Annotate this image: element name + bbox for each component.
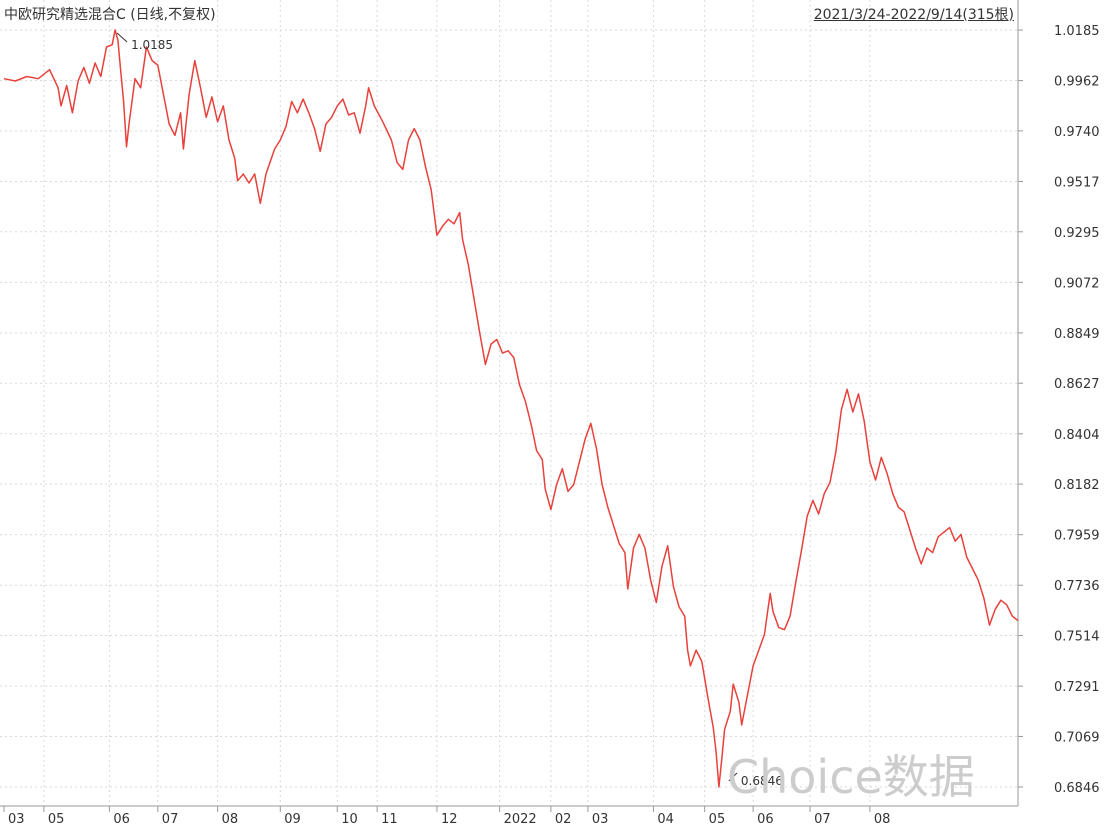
y-tick-label: 0.6846 [1054, 781, 1100, 796]
nav-series-line [3, 29, 1019, 788]
y-tick-label: 1.0185 [1054, 24, 1100, 39]
y-tick-label: 0.9740 [1054, 125, 1100, 140]
x-tick-label: 06 [757, 812, 774, 827]
y-tick-label: 0.9962 [1054, 75, 1100, 90]
choice-watermark: Choice数据 [727, 750, 975, 804]
x-tick-label: 06 [113, 812, 130, 827]
y-tick-label: 0.7736 [1054, 579, 1100, 594]
y-tick-label: 0.8849 [1054, 327, 1100, 342]
chart-title: 中欧研究精选混合C (日线,不复权) [4, 7, 216, 23]
x-tick-label: 10 [341, 812, 358, 827]
x-tick-labels: 03 05 06 07 08 09 10 11 12 2022 02 03 04 05 06 07 08 [8, 812, 890, 827]
y-tick-label: 0.8182 [1054, 478, 1100, 493]
x-tick-label: 02 [555, 812, 572, 827]
y-tick-label: 0.9072 [1054, 276, 1100, 291]
y-tick-label: 0.7291 [1054, 680, 1100, 695]
x-tick-label: 05 [709, 812, 726, 827]
series-layer [3, 29, 1019, 788]
x-tick-label: 09 [284, 812, 301, 827]
x-tick-label: 08 [874, 812, 891, 827]
x-tick-label: 07 [814, 812, 831, 827]
x-tick-label: 08 [222, 812, 239, 827]
y-tick-label: 0.8627 [1054, 377, 1100, 392]
x-tick-label: 11 [381, 812, 398, 827]
max-value-label: 1.0185 [131, 38, 173, 52]
x-tick-label: 12 [441, 812, 458, 827]
chart-axes [0, 0, 1023, 812]
y-tick-label: 0.9517 [1054, 175, 1100, 190]
x-tick-label: 2022 [504, 812, 537, 827]
x-tick-label: 03 [8, 812, 25, 827]
max-annotation-arrow [116, 32, 128, 43]
x-tick-label: 05 [48, 812, 65, 827]
date-range-label[interactable]: 2021/3/24-2022/9/14(315根) [813, 7, 1014, 23]
y-tick-label: 0.9295 [1054, 226, 1100, 241]
y-tick-label: 0.7069 [1054, 730, 1100, 745]
x-tick-label: 04 [657, 812, 674, 827]
min-value-label: 0.6846 [741, 774, 783, 788]
x-tick-label: 07 [162, 812, 179, 827]
y-tick-label: 0.7514 [1054, 630, 1100, 645]
min-annotation-arrow [728, 772, 738, 782]
extreme-annotations: 1.0185 0.6846 [116, 32, 783, 788]
y-tick-label: 0.8404 [1054, 428, 1100, 443]
y-tick-labels: 1.0185 0.9962 0.9740 0.9517 0.9295 0.9072 0.88… [1054, 24, 1100, 796]
grid-lines [0, 0, 1018, 805]
y-tick-label: 0.7959 [1054, 529, 1100, 544]
x-tick-label: 03 [592, 812, 609, 827]
